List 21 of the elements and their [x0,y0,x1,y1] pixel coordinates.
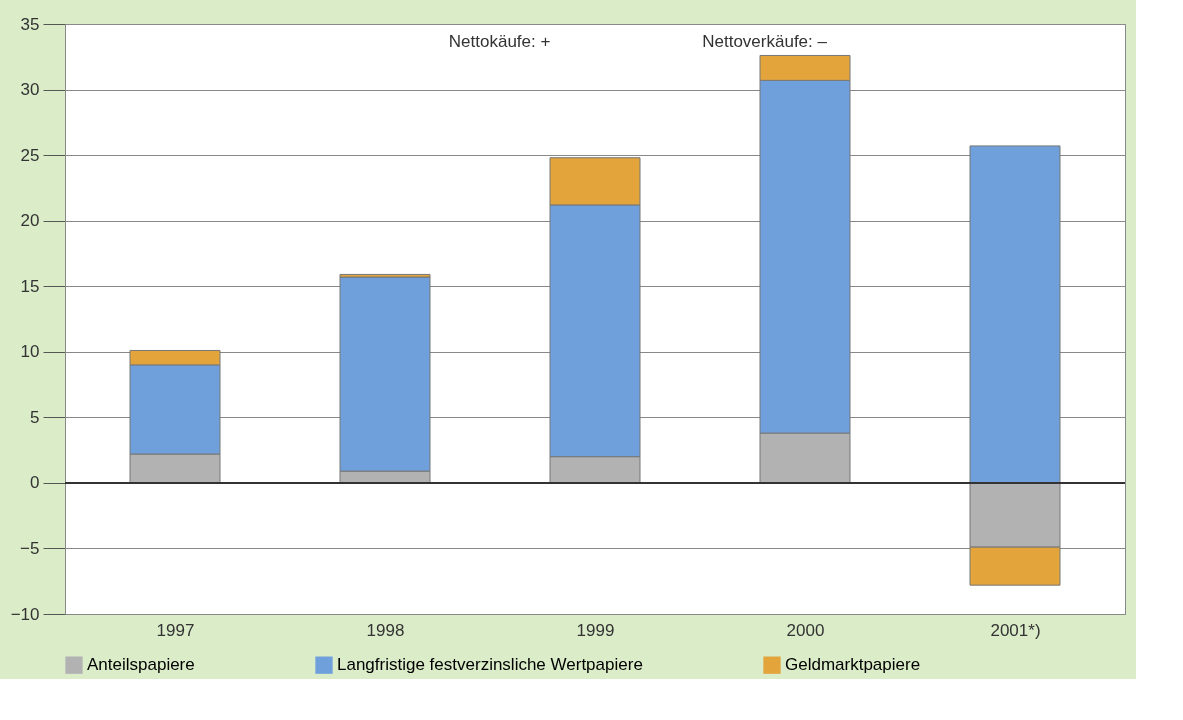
y-tick-label: 35 [20,14,40,34]
y-tick-label: 20 [20,211,40,231]
y-tick-label: 10 [20,342,40,362]
legend-label: Anteilspapiere [87,655,195,675]
legend-label: Geldmarktpapiere [785,655,921,675]
annotation: Nettoverkäufe: – [702,32,828,51]
x-tick-label: 2000 [786,620,825,640]
x-tick-label: 1998 [366,620,405,640]
y-tick-label: 30 [20,80,40,100]
y-tick-label: −5 [20,538,40,558]
bar [969,145,1061,484]
legend-label: Langfristige festverzinsliche Wertpapiere [337,655,643,675]
y-tick-label: 0 [30,473,40,493]
x-tick-label: 1999 [576,620,615,640]
y-tick-label: 25 [20,145,40,165]
annotation: Nettokäufe: + [448,32,551,51]
y-tick-label: 5 [30,407,40,427]
x-tick-label: 1997 [156,620,195,640]
y-tick-label: −10 [10,604,40,624]
x-tick-label: 2001*) [990,620,1041,640]
y-tick-label: 15 [20,276,40,296]
